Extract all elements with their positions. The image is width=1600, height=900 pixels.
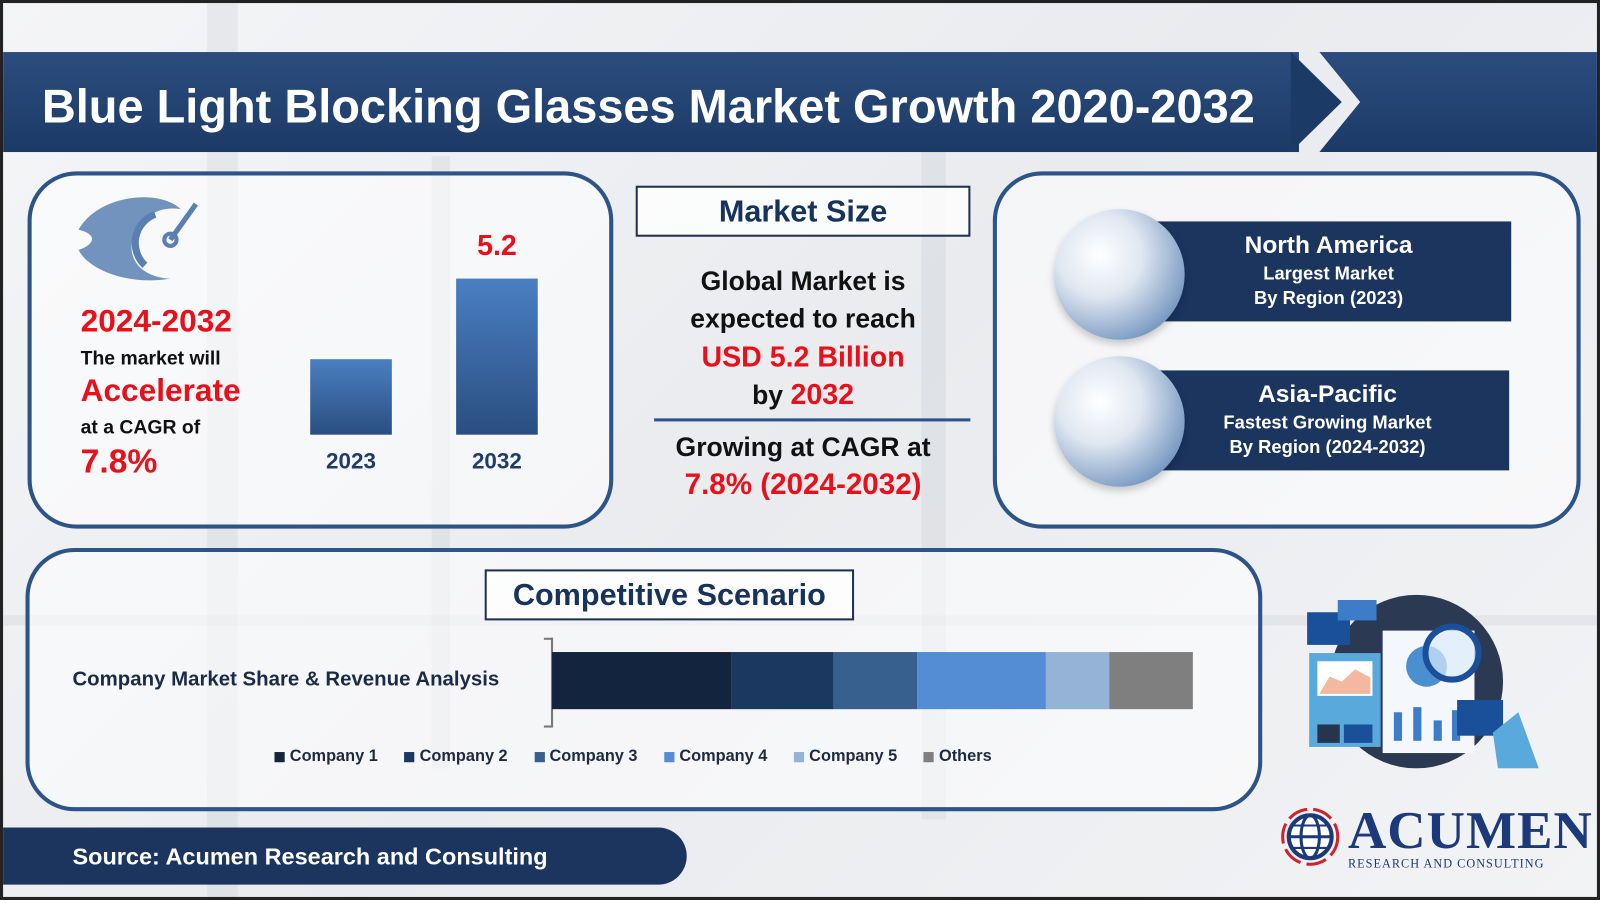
title-banner [3, 52, 1299, 153]
legend-label: Company 3 [549, 747, 638, 766]
page-title: Blue Light Blocking Glasses Market Growt… [41, 79, 1255, 133]
legend: Company 1 Company 2 Company 3 Company 4 Comp… [274, 748, 1018, 767]
stacked-row-label: Company Market Share & Revenue Analysis [72, 668, 500, 691]
legend-label: Others [939, 747, 992, 766]
market-line-2: expected to reach [690, 303, 916, 334]
region-asia-pacific: Asia-Pacific Fastest Growing Market By R… [1145, 370, 1510, 471]
market-size-heading: Market Size [635, 185, 971, 237]
bar-category-label: 2023 [326, 447, 376, 474]
segment-company-2 [731, 652, 834, 710]
region-line-2: By Region (2024-2032) [1229, 436, 1426, 458]
legend-item: Others [923, 747, 992, 766]
globe-icon [1054, 356, 1185, 487]
legend-label: Company 1 [289, 747, 378, 766]
legend-item: Company 2 [404, 747, 508, 766]
growth-text-2: at a CAGR of [80, 417, 201, 439]
logo-tagline: RESEARCH AND CONSULTING [1347, 856, 1545, 871]
segment-company-5 [1045, 652, 1110, 710]
bracket [543, 637, 554, 728]
segment-company-1 [552, 652, 732, 710]
legend-swatch [534, 752, 545, 763]
legend-item: Company 4 [664, 748, 767, 766]
banner-chevron [1319, 52, 1597, 153]
segment-others [1109, 652, 1193, 710]
region-north-america: North America Largest Market By Region (… [1145, 221, 1512, 322]
market-by-year: by 2032 [636, 376, 971, 415]
region-line-2: By Region (2023) [1254, 287, 1404, 309]
cagr-value: 7.8% [80, 441, 158, 480]
legend-swatch [793, 752, 805, 763]
market-value: USD 5.2 Billion [701, 340, 905, 373]
legend-label: Company 2 [419, 747, 508, 766]
growth-text-1: The market will [80, 347, 221, 370]
source-bar [3, 827, 687, 885]
growing-text: Growing at CAGR at [675, 431, 931, 463]
market-share-stacked-bar [552, 652, 1193, 710]
legend-label: Company 5 [809, 747, 898, 766]
bar-data-label: 5.2 [477, 229, 517, 262]
speedometer-icon [78, 197, 198, 281]
legend-item: Company 5 [793, 747, 898, 766]
bar-category-label: 2032 [471, 447, 522, 474]
source-text: Source: Acumen Research and Consulting [72, 842, 548, 870]
bar-2023 [310, 359, 392, 435]
bar-2032 [456, 278, 538, 435]
legend-swatch [404, 752, 415, 763]
growing-cagr: 7.8% (2024-2032) [684, 468, 922, 502]
region-line-1: Largest Market [1263, 263, 1394, 284]
accelerate-text: Accelerate [80, 372, 241, 409]
region-name: Asia-Pacific [1258, 380, 1397, 409]
market-line-1: Global Market is [700, 265, 906, 296]
competitive-heading: Competitive Scenario [484, 569, 855, 621]
globe-icon [1054, 209, 1185, 340]
forecast-period: 2024-2032 [80, 303, 232, 339]
legend-swatch [664, 752, 675, 763]
target-year: 2032 [790, 378, 855, 411]
segment-company-4 [917, 652, 1046, 710]
legend-swatch [923, 752, 934, 763]
by-prefix: by [752, 379, 784, 411]
legend-swatch [274, 752, 285, 763]
legend-item: Company 1 [274, 747, 378, 766]
market-size-text: Global Market is expected to reach USD 5… [636, 262, 971, 414]
legend-label: Company 4 [679, 747, 768, 766]
analytics-illustration [1307, 594, 1539, 769]
divider [654, 418, 971, 422]
region-line-1: Fastest Growing Market [1223, 412, 1432, 433]
segment-company-3 [833, 652, 918, 710]
logo-name: ACUMEN [1347, 802, 1593, 861]
legend-item: Company 3 [534, 748, 637, 766]
acumen-globe-logo-icon [1281, 807, 1340, 866]
region-name: North America [1244, 231, 1413, 260]
